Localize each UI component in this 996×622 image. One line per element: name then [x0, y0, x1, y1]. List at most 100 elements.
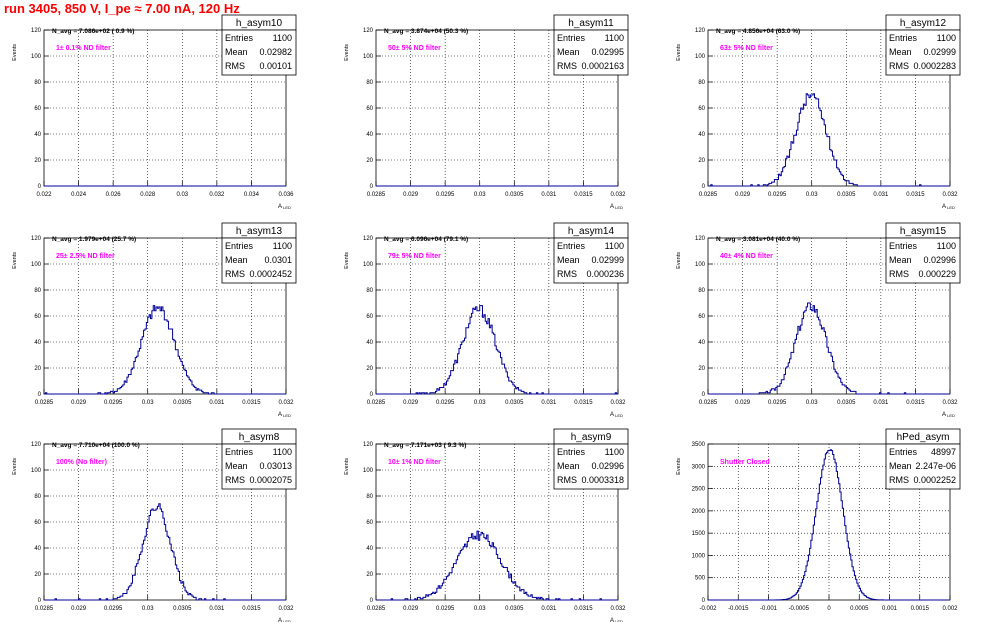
stats-value: 2.247e-06 [915, 461, 956, 471]
y-tick-label: 120 [31, 442, 42, 448]
y-tick-label: 40 [34, 546, 41, 552]
y-tick-label: 2500 [692, 487, 706, 493]
x-tick-label: 0.0295 [436, 606, 455, 612]
stats-box [553, 29, 629, 76]
stats-value: 0.02999 [591, 255, 624, 265]
x-tick-label: 0.0295 [436, 192, 455, 198]
stats-value: 0.0002252 [913, 475, 956, 485]
x-axis-label: A LED [942, 412, 955, 418]
x-tick-label: -0.001 [760, 606, 778, 612]
y-tick-label: 0 [702, 392, 706, 398]
stats-value: 0.0003318 [581, 475, 624, 485]
y-tick-label: 20 [698, 158, 705, 164]
histogram-series [44, 305, 286, 395]
y-tick-label: 40 [698, 340, 705, 346]
x-axis-label: A LED [610, 412, 623, 418]
y-axis-label: Events [676, 458, 682, 475]
stats-label: RMS [225, 61, 245, 71]
stats-label: Mean [889, 255, 912, 265]
stats-label: Entries [557, 33, 586, 43]
histogram-series [708, 93, 950, 187]
x-tick-label: 0.0315 [906, 192, 925, 198]
stats-value: 0.02996 [591, 461, 624, 471]
x-tick-label: 0.0295 [436, 400, 455, 406]
filter-annotation: 79± 5% ND filter [388, 253, 441, 260]
y-tick-label: 120 [31, 236, 42, 242]
stats-value: 0.000229 [918, 269, 956, 279]
stats-label: Entries [557, 447, 586, 457]
x-tick-label: 0.032 [942, 192, 958, 198]
histogram-name: h_asym15 [900, 226, 947, 237]
x-tick-label: 0.0305 [505, 606, 524, 612]
stats-label: RMS [889, 269, 909, 279]
y-tick-label: 80 [34, 80, 41, 86]
y-tick-label: 100 [695, 262, 706, 268]
y-tick-label: 1500 [692, 531, 706, 537]
stats-value: 1100 [273, 33, 292, 43]
x-tick-label: 0.0305 [173, 606, 192, 612]
plot-frame [43, 237, 287, 395]
stats-value: 48997 [931, 447, 956, 457]
x-tick-label: 0.0005 [850, 606, 869, 612]
y-tick-label: 0 [702, 184, 706, 190]
x-tick-label: 0.0315 [242, 400, 261, 406]
y-tick-label: 0 [38, 392, 42, 398]
stats-label: Mean [889, 461, 912, 471]
x-tick-label: -0.0015 [728, 606, 749, 612]
stats-label: Mean [557, 461, 580, 471]
x-tick-label: 0.0285 [699, 400, 718, 406]
y-tick-label: 20 [366, 572, 373, 578]
y-tick-label: 0 [370, 598, 374, 604]
x-tick-label: 0.029 [403, 606, 419, 612]
filter-annotation: 25± 2.5% ND filter [56, 253, 115, 260]
x-tick-label: 0.0285 [699, 192, 718, 198]
y-axis-label: Events [676, 44, 682, 61]
y-axis-label: Events [676, 252, 682, 269]
plot-frame [707, 29, 951, 187]
x-tick-label: -0.002 [699, 606, 717, 612]
stats-box [885, 443, 961, 490]
stats-label: Mean [225, 461, 248, 471]
x-axis-label: A LED [278, 412, 291, 418]
x-tick-label: 0.032 [278, 606, 294, 612]
filter-annotation: 100% (No filter) [56, 459, 107, 466]
navg-label: N_avg = 4.856e+04 (63.0 %) [716, 28, 800, 35]
x-axis-label: A LED [610, 204, 623, 210]
x-tick-label: 0.0315 [574, 192, 593, 198]
x-tick-label: 0.029 [403, 400, 419, 406]
y-tick-label: 100 [31, 468, 42, 474]
y-tick-label: 80 [366, 288, 373, 294]
y-tick-label: 80 [698, 288, 705, 294]
y-tick-label: 40 [34, 132, 41, 138]
y-tick-label: 60 [34, 106, 41, 112]
navg-label: N_avg = 7.086e+02 ( 0.9 %) [52, 28, 134, 35]
y-tick-label: 3000 [692, 464, 706, 470]
plot-frame [375, 237, 619, 395]
filter-annotation: 40± 4% ND filter [720, 253, 773, 260]
histogram-panel-h_asym8: 0.0285 0.029 0.0295 0.03 0.0305 0.031 0.0315 0.… [12, 428, 297, 622]
x-tick-label: 0.031 [873, 192, 889, 198]
stats-value: 0.0002452 [249, 269, 292, 279]
stats-label: Mean [225, 255, 248, 265]
y-tick-label: 20 [366, 366, 373, 372]
stats-label: Entries [889, 241, 918, 251]
x-tick-label: 0.0315 [574, 400, 593, 406]
y-tick-label: 80 [34, 288, 41, 294]
y-tick-label: 3500 [692, 442, 706, 448]
x-tick-label: 0.031 [209, 400, 225, 406]
histogram-series [708, 302, 950, 395]
x-tick-label: 0.036 [278, 192, 294, 198]
x-tick-label: 0.032 [610, 192, 626, 198]
x-tick-label: 0.022 [36, 192, 52, 198]
histogram-name: h_asym12 [900, 18, 947, 29]
x-tick-label: 0.026 [106, 192, 122, 198]
histogram-panel-h_asym11: 0.0285 0.029 0.0295 0.03 0.0305 0.031 0.0315 0.… [344, 14, 629, 210]
x-tick-label: 0.0315 [574, 606, 593, 612]
plot-frame [375, 443, 619, 601]
y-tick-label: 20 [34, 366, 41, 372]
y-tick-label: 120 [695, 236, 706, 242]
x-tick-label: 0.0305 [505, 192, 524, 198]
y-axis-label: Events [344, 252, 350, 269]
x-tick-label: 0.024 [71, 192, 87, 198]
x-tick-label: 0.028 [140, 192, 156, 198]
